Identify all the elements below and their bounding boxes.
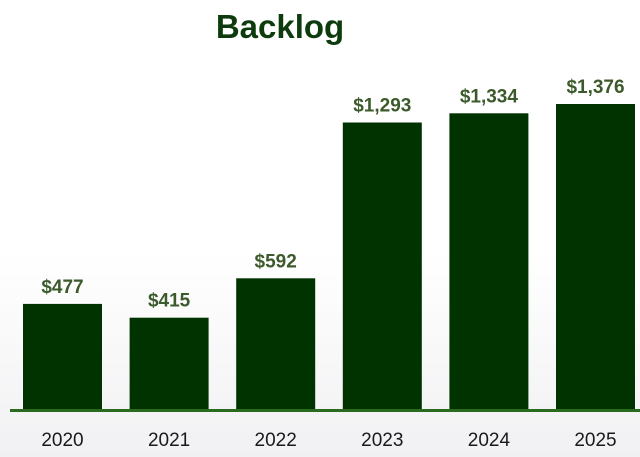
tick-label-2020: 2020 (41, 430, 83, 451)
value-label-2020: $477 (41, 277, 83, 298)
bar-2023 (342, 122, 422, 410)
tick-label-2024: 2024 (468, 430, 511, 451)
value-label-2024: $1,334 (460, 86, 519, 107)
value-label-2023: $1,293 (353, 96, 411, 117)
tick-label-2022: 2022 (255, 430, 297, 451)
bar-2025 (556, 104, 635, 410)
value-label-2021: $415 (148, 291, 191, 312)
tick-label-2025: 2025 (574, 430, 616, 451)
chart-title: Backlog (216, 8, 344, 45)
bars-group (23, 104, 635, 411)
value-label-2025: $1,376 (566, 77, 624, 98)
tick-label-2023: 2023 (361, 430, 403, 451)
value-labels-group: $477 $415 $592 $1,293 $1,334 $1,376 (41, 77, 624, 312)
x-axis-tick-labels: 2020 2021 2022 2023 2024 2025 (41, 430, 616, 451)
tick-label-2021: 2021 (148, 430, 190, 451)
bar-2022 (236, 278, 316, 410)
value-label-2022: $592 (255, 251, 297, 272)
bar-2021 (129, 317, 209, 410)
bar-2024 (449, 113, 529, 411)
bar-2020 (23, 303, 102, 410)
